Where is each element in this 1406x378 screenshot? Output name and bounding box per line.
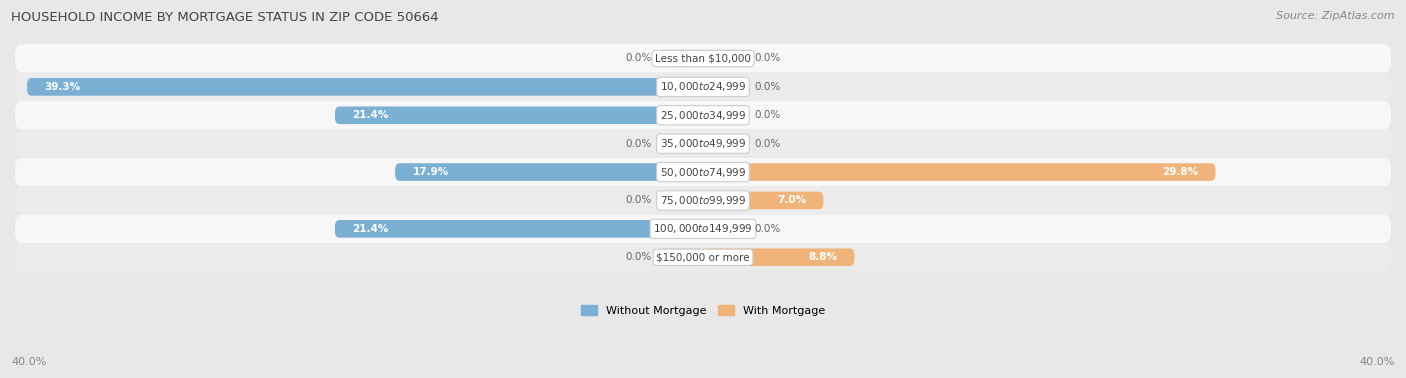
Text: $150,000 or more: $150,000 or more	[657, 252, 749, 262]
Text: 21.4%: 21.4%	[352, 224, 388, 234]
FancyBboxPatch shape	[15, 158, 1391, 186]
FancyBboxPatch shape	[703, 248, 855, 266]
Text: 8.8%: 8.8%	[808, 252, 837, 262]
Text: 0.0%: 0.0%	[626, 252, 651, 262]
FancyBboxPatch shape	[659, 50, 703, 67]
Text: 40.0%: 40.0%	[1360, 357, 1395, 367]
Text: 39.3%: 39.3%	[44, 82, 80, 92]
Text: Less than $10,000: Less than $10,000	[655, 54, 751, 64]
Text: 7.0%: 7.0%	[778, 195, 806, 206]
Text: 0.0%: 0.0%	[755, 139, 780, 149]
Text: 40.0%: 40.0%	[11, 357, 46, 367]
FancyBboxPatch shape	[703, 192, 824, 209]
Legend: Without Mortgage, With Mortgage: Without Mortgage, With Mortgage	[576, 300, 830, 320]
FancyBboxPatch shape	[703, 107, 747, 124]
Text: Source: ZipAtlas.com: Source: ZipAtlas.com	[1277, 11, 1395, 21]
FancyBboxPatch shape	[659, 192, 703, 209]
FancyBboxPatch shape	[15, 186, 1391, 215]
Text: $10,000 to $24,999: $10,000 to $24,999	[659, 81, 747, 93]
FancyBboxPatch shape	[395, 163, 703, 181]
FancyBboxPatch shape	[15, 44, 1391, 73]
FancyBboxPatch shape	[659, 248, 703, 266]
Text: HOUSEHOLD INCOME BY MORTGAGE STATUS IN ZIP CODE 50664: HOUSEHOLD INCOME BY MORTGAGE STATUS IN Z…	[11, 11, 439, 24]
FancyBboxPatch shape	[335, 107, 703, 124]
Text: 0.0%: 0.0%	[755, 82, 780, 92]
Text: $50,000 to $74,999: $50,000 to $74,999	[659, 166, 747, 178]
Text: 0.0%: 0.0%	[626, 195, 651, 206]
Text: 0.0%: 0.0%	[626, 54, 651, 64]
FancyBboxPatch shape	[15, 215, 1391, 243]
Text: 29.8%: 29.8%	[1163, 167, 1198, 177]
Text: $100,000 to $149,999: $100,000 to $149,999	[654, 222, 752, 235]
FancyBboxPatch shape	[27, 78, 703, 96]
Text: 0.0%: 0.0%	[755, 54, 780, 64]
FancyBboxPatch shape	[15, 73, 1391, 101]
Text: $25,000 to $34,999: $25,000 to $34,999	[659, 109, 747, 122]
FancyBboxPatch shape	[703, 163, 1216, 181]
FancyBboxPatch shape	[703, 50, 747, 67]
FancyBboxPatch shape	[703, 135, 747, 152]
Text: 17.9%: 17.9%	[412, 167, 449, 177]
FancyBboxPatch shape	[15, 130, 1391, 158]
Text: 0.0%: 0.0%	[755, 110, 780, 120]
Text: $75,000 to $99,999: $75,000 to $99,999	[659, 194, 747, 207]
Text: 0.0%: 0.0%	[626, 139, 651, 149]
FancyBboxPatch shape	[703, 220, 747, 238]
Text: 0.0%: 0.0%	[755, 224, 780, 234]
FancyBboxPatch shape	[659, 135, 703, 152]
FancyBboxPatch shape	[15, 101, 1391, 130]
FancyBboxPatch shape	[703, 78, 747, 96]
FancyBboxPatch shape	[15, 243, 1391, 271]
Text: 21.4%: 21.4%	[352, 110, 388, 120]
FancyBboxPatch shape	[335, 220, 703, 238]
Text: $35,000 to $49,999: $35,000 to $49,999	[659, 137, 747, 150]
